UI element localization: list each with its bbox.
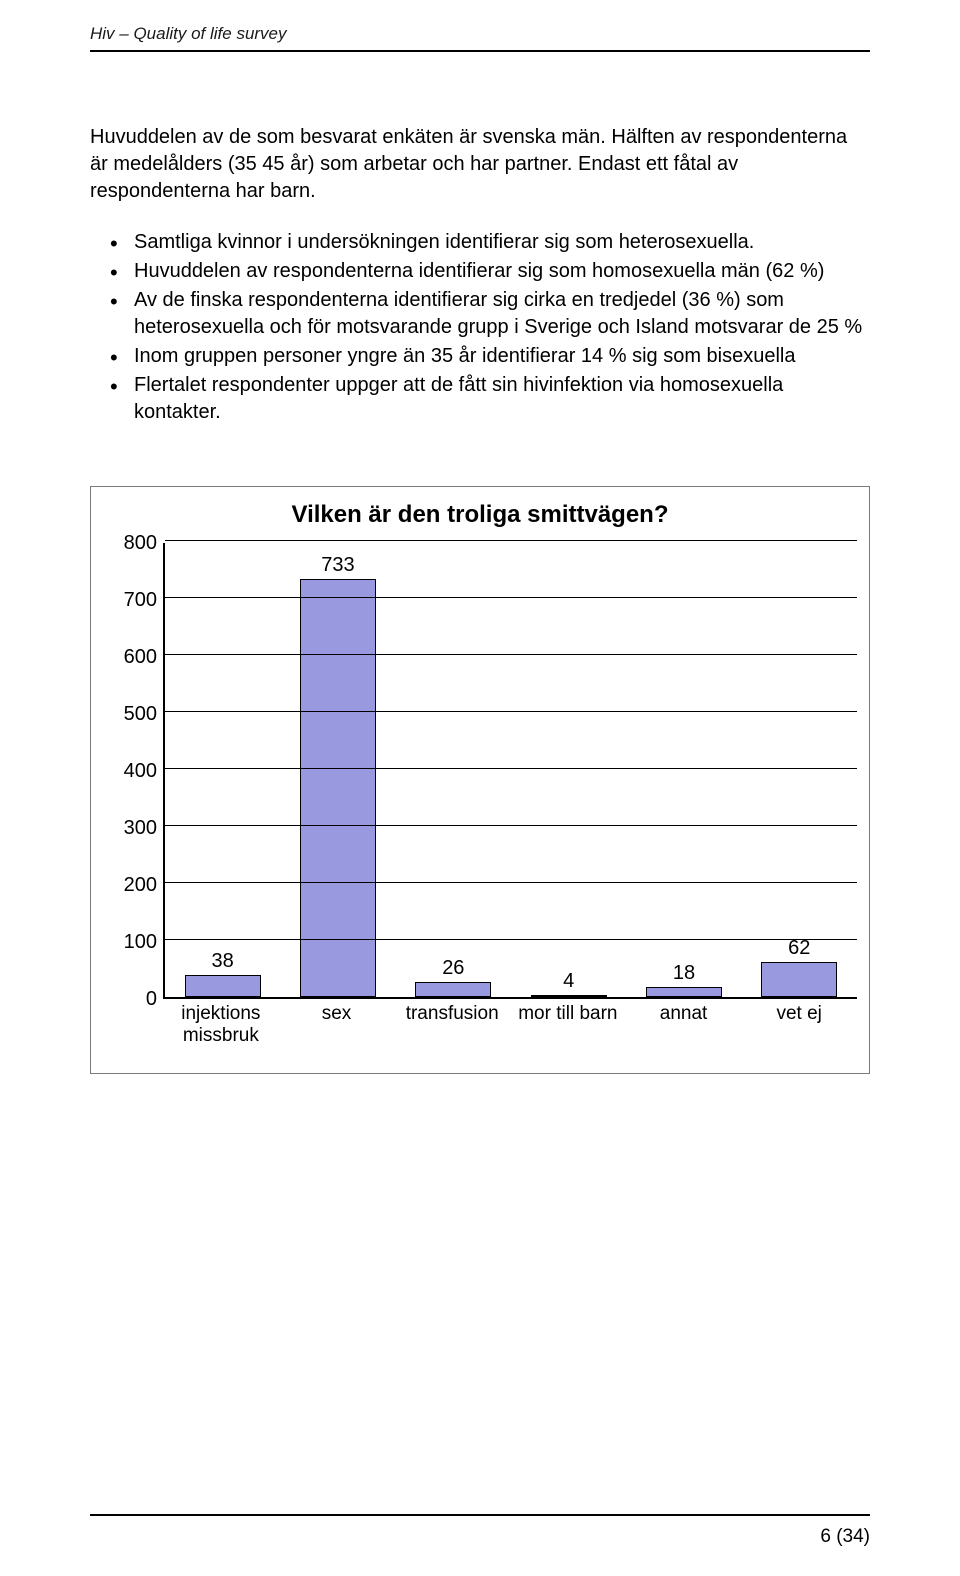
gridline — [165, 882, 857, 883]
bar-rect — [300, 579, 376, 997]
x-tick-label: injektions missbruk — [163, 1003, 279, 1047]
document-page: Hiv – Quality of life survey Huvuddelen … — [0, 0, 960, 1576]
gridline — [165, 825, 857, 826]
bar-value-label: 733 — [321, 554, 354, 577]
list-item: Inom gruppen personer yngre än 35 år ide… — [134, 343, 870, 370]
bar-rect — [531, 995, 607, 997]
chart-container: Vilken är den troliga smittvägen? 800700… — [90, 486, 870, 1074]
bar-value-label: 26 — [442, 957, 464, 980]
footer-divider — [90, 1514, 870, 1516]
x-tick-label: annat — [626, 1003, 742, 1047]
x-tick-label: vet ej — [741, 1003, 857, 1047]
x-tick-label: mor till barn — [510, 1003, 626, 1047]
chart-x-axis: injektions missbruksextransfusionmor til… — [163, 999, 857, 1047]
page-number: 6 (34) — [820, 1526, 870, 1548]
x-tick-label: transfusion — [394, 1003, 510, 1047]
bar-slot: 18 — [626, 543, 741, 997]
bullet-list: Samtliga kvinnor i undersökningen identi… — [90, 229, 870, 426]
list-item: Flertalet respondenter uppger att de fåt… — [134, 372, 870, 426]
gridline — [165, 711, 857, 712]
list-item: Huvuddelen av respondenterna identifiera… — [134, 258, 870, 285]
bar-rect — [415, 982, 491, 997]
bar-slot: 4 — [511, 543, 626, 997]
bar-slot: 62 — [742, 543, 857, 997]
bar-rect — [646, 987, 722, 997]
bar-value-label: 18 — [673, 962, 695, 985]
bar-value-label: 62 — [788, 937, 810, 960]
bar-slot: 26 — [396, 543, 511, 997]
bar-slot: 38 — [165, 543, 280, 997]
x-tick-label: sex — [279, 1003, 395, 1047]
chart-y-axis: 8007006005004003002001000 — [103, 543, 163, 999]
gridline — [165, 939, 857, 940]
gridline — [165, 654, 857, 655]
bar-value-label: 4 — [563, 970, 574, 993]
chart-bars: 38 733 26 4 18 62 — [165, 543, 857, 997]
chart-title: Vilken är den troliga smittvägen? — [103, 501, 857, 529]
chart-plot-wrap: 8007006005004003002001000 38 733 26 4 18 62 — [103, 543, 857, 999]
bar-value-label: 38 — [212, 950, 234, 973]
intro-paragraph: Huvuddelen av de som besvarat enkäten är… — [90, 124, 870, 205]
gridline — [165, 540, 857, 541]
gridline — [165, 597, 857, 598]
list-item: Samtliga kvinnor i undersökningen identi… — [134, 229, 870, 256]
gridline — [165, 768, 857, 769]
bar-rect — [185, 975, 261, 997]
bar-slot: 733 — [280, 543, 395, 997]
bar-rect — [761, 962, 837, 997]
chart-plot-area: 38 733 26 4 18 62 — [163, 543, 857, 999]
list-item: Av de finska respondenterna identifierar… — [134, 287, 870, 341]
header-divider — [90, 50, 870, 52]
page-header: Hiv – Quality of life survey — [90, 24, 870, 44]
